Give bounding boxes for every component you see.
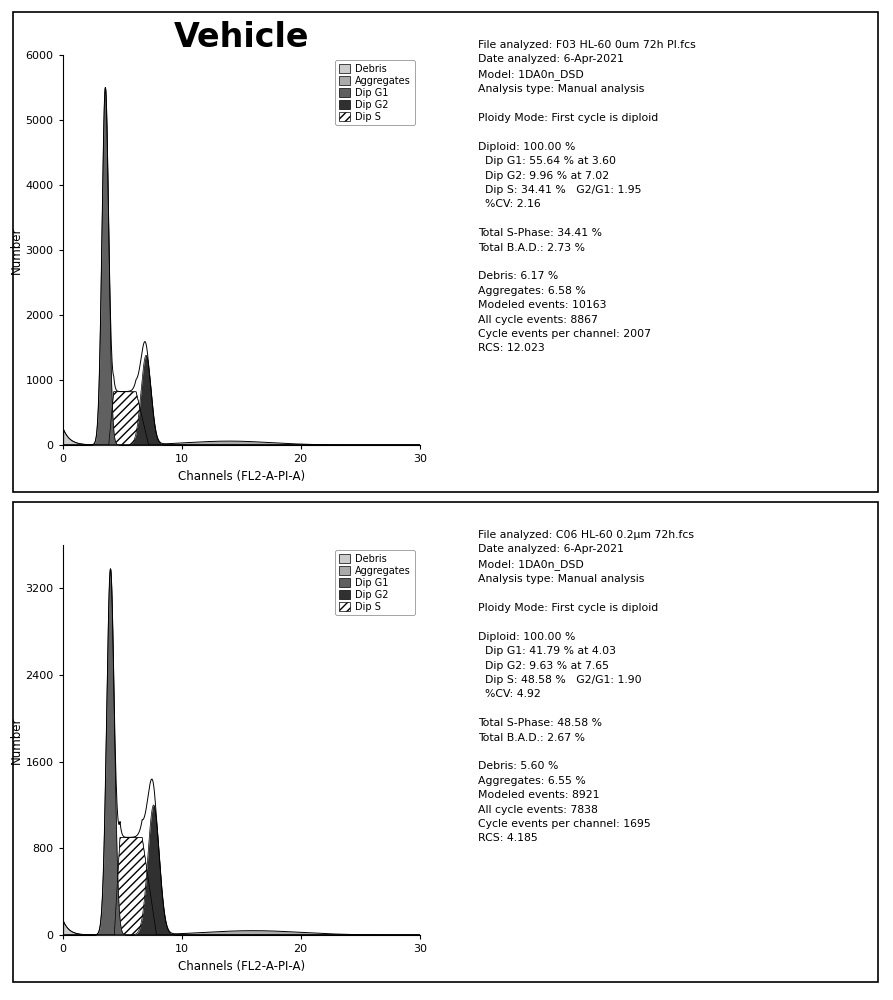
Text: File analyzed: F03 HL-60 0um 72h PI.fcs
Date analyzed: 6-Apr-2021
Model: 1DA0n_D: File analyzed: F03 HL-60 0um 72h PI.fcs … [478,40,696,353]
Legend: Debris, Aggregates, Dip G1, Dip G2, Dip S: Debris, Aggregates, Dip G1, Dip G2, Dip … [335,60,415,125]
Text: File analyzed: C06 HL-60 0.2μm 72h.fcs
Date analyzed: 6-Apr-2021
Model: 1DA0n_DS: File analyzed: C06 HL-60 0.2μm 72h.fcs D… [478,530,694,843]
Y-axis label: Number: Number [10,226,22,274]
X-axis label: Channels (FL2-A-PI-A): Channels (FL2-A-PI-A) [178,470,305,483]
Y-axis label: Number: Number [10,716,22,764]
Title: Vehicle: Vehicle [173,21,309,54]
X-axis label: Channels (FL2-A-PI-A): Channels (FL2-A-PI-A) [178,960,305,973]
Legend: Debris, Aggregates, Dip G1, Dip G2, Dip S: Debris, Aggregates, Dip G1, Dip G2, Dip … [335,550,415,615]
